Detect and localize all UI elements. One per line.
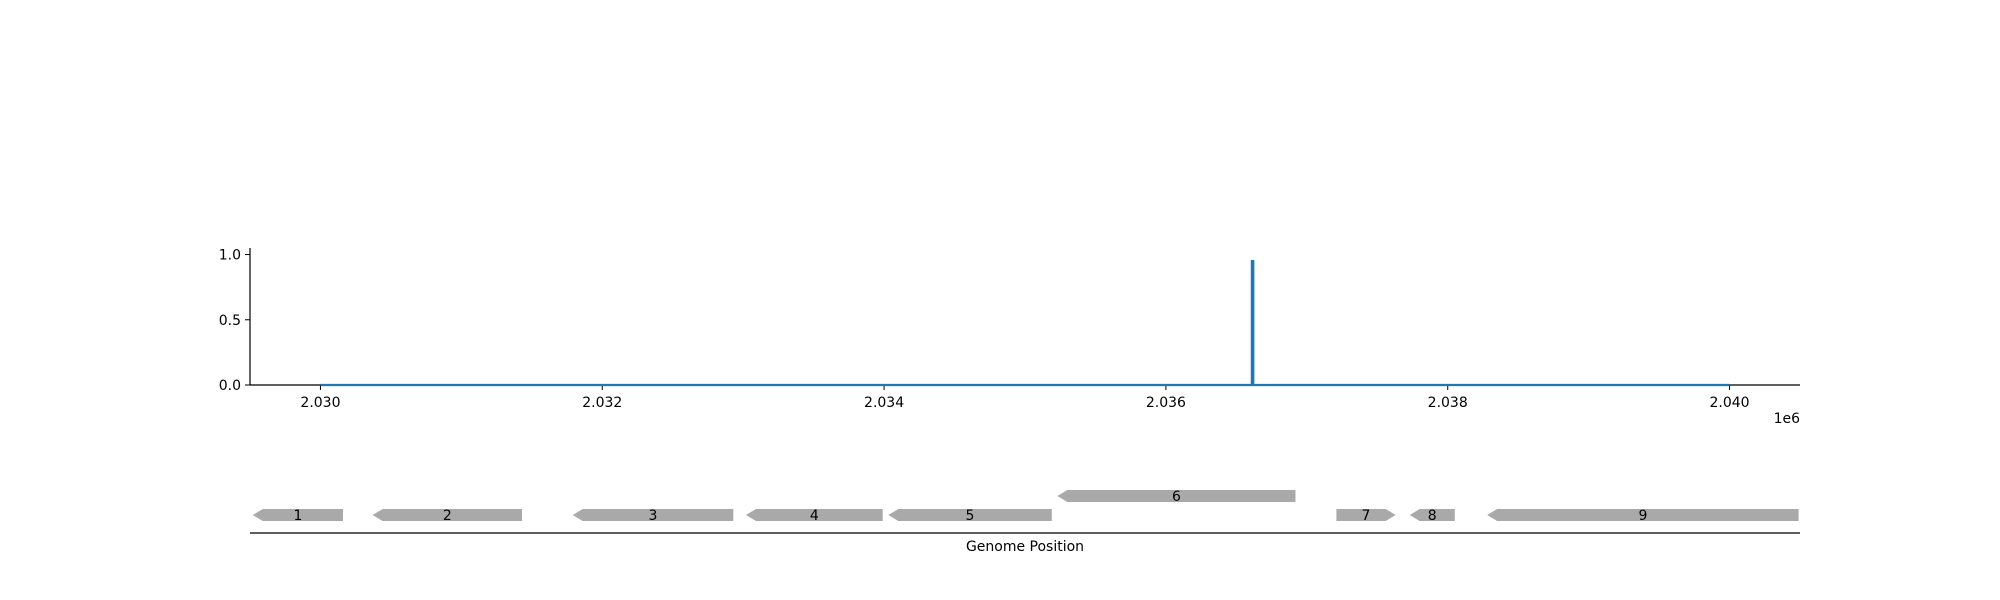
- gene-arrow: [746, 509, 883, 521]
- gene-arrow: [888, 509, 1052, 521]
- gene-arrow: [1057, 490, 1296, 502]
- gene-label: 2: [443, 508, 452, 524]
- x-tick-label: 2.034: [864, 395, 904, 411]
- coverage-line: [320, 259, 1730, 387]
- gene-label: 7: [1362, 508, 1371, 524]
- gene-arrow: [372, 509, 522, 521]
- gene-arrow: [1487, 509, 1799, 521]
- y-tick-label: 1.0: [219, 248, 241, 264]
- gene-label: 4: [810, 508, 819, 524]
- gene-arrows: 1 2 3 4 5 6 7 8 9: [252, 489, 1799, 524]
- x-tick-label: 2.036: [1146, 395, 1186, 411]
- x-tick-label: 2.030: [300, 395, 340, 411]
- gene-label: 3: [649, 508, 658, 524]
- y-tick-label: 0.5: [219, 313, 241, 329]
- x-axis-ticks: 2.030 2.032 2.034 2.036 2.038 2.040: [300, 385, 1750, 411]
- coverage-plot: 0.0 0.5 1.0 2.030 2.032 2.034 2.036 2.038 2.040…: [219, 248, 1800, 427]
- y-axis-ticks: 0.0 0.5 1.0: [219, 248, 250, 394]
- gene-label: 5: [966, 508, 975, 524]
- gene-track: 1 2 3 4 5 6 7 8 9 Genome Position: [250, 489, 1800, 555]
- gene-arrow: [1409, 509, 1455, 521]
- x-tick-label: 2.040: [1709, 395, 1749, 411]
- gene-arrow: [252, 509, 343, 521]
- gene-arrow: [572, 509, 734, 521]
- gene-label: 9: [1638, 508, 1647, 524]
- gene-label: 1: [293, 508, 302, 524]
- y-tick-label: 0.0: [219, 378, 241, 394]
- gene-label: 6: [1172, 489, 1181, 505]
- x-axis-label: Genome Position: [966, 539, 1084, 555]
- gene-arrow: [1336, 509, 1396, 521]
- x-tick-label: 2.032: [582, 395, 622, 411]
- x-axis-multiplier: 1e6: [1774, 411, 1801, 427]
- coverage-series: [320, 259, 1730, 387]
- gene-label: 8: [1428, 508, 1437, 524]
- x-tick-label: 2.038: [1428, 395, 1468, 411]
